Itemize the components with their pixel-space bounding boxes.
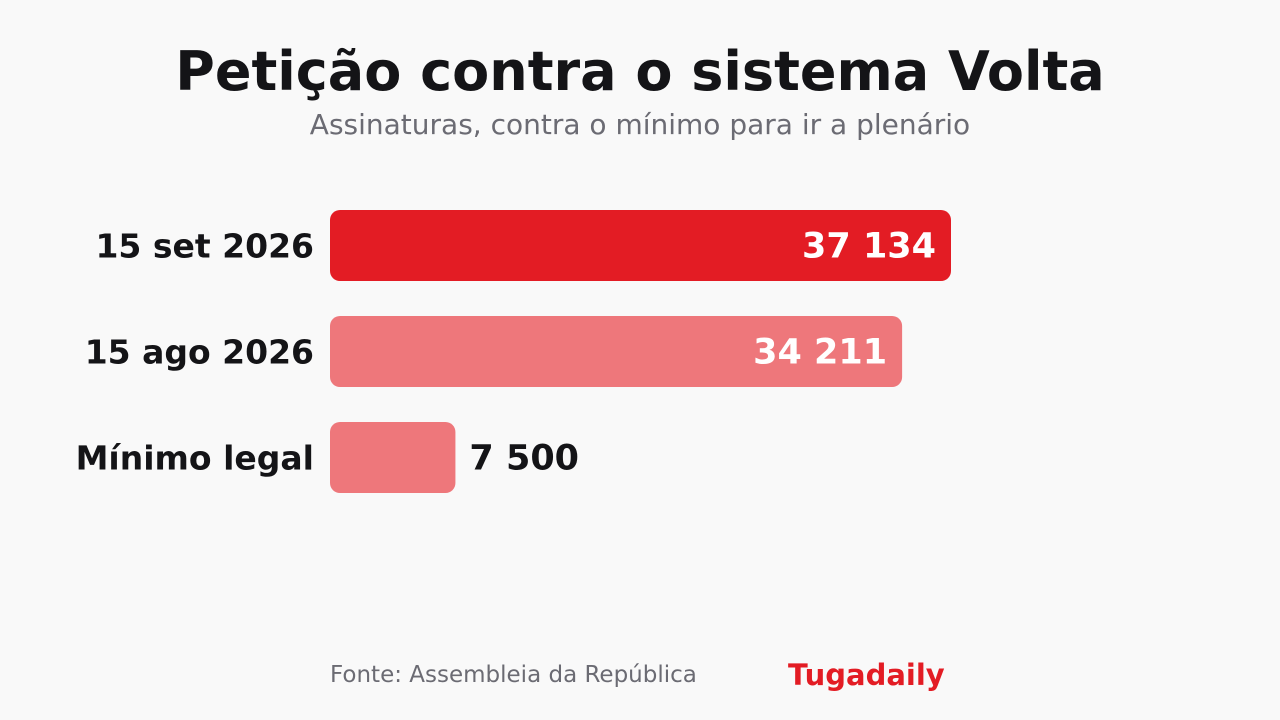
bar <box>330 422 456 493</box>
value-label: 34 211 <box>753 333 887 373</box>
source-note: Fonte: Assembleia da República <box>330 662 697 688</box>
category-label: Mínimo legal <box>76 439 314 478</box>
value-label: 37 134 <box>802 227 936 267</box>
value-label: 7 500 <box>469 439 579 479</box>
category-label: 15 set 2026 <box>95 227 314 266</box>
bar <box>330 210 951 281</box>
chart-subtitle: Assinaturas, contra o mínimo para ir a p… <box>309 108 971 141</box>
chart-title: Petição contra o sistema Volta <box>175 40 1105 103</box>
category-label: 15 ago 2026 <box>85 333 314 372</box>
brand-logo: Tugadaily <box>788 658 945 692</box>
bar <box>330 316 903 387</box>
